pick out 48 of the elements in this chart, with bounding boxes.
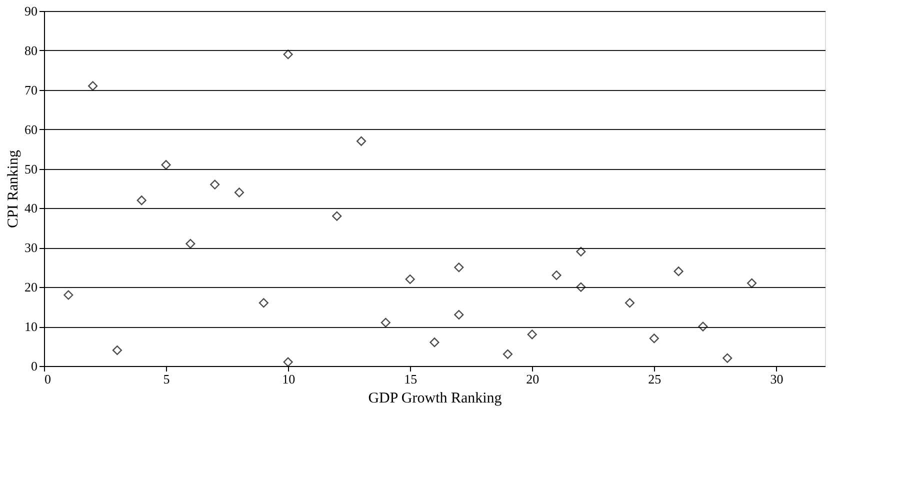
point	[502, 349, 512, 359]
point	[332, 211, 342, 221]
point	[210, 180, 220, 190]
point	[576, 282, 586, 292]
y-tick-label: 90	[24, 4, 38, 18]
point	[454, 262, 464, 272]
point	[161, 160, 171, 170]
point	[674, 266, 684, 276]
x-tick-label: 25	[648, 372, 662, 386]
y-tick-label: 10	[24, 319, 38, 334]
y-axis-title: CPI Ranking	[6, 150, 22, 228]
y-tick-label: 40	[24, 200, 38, 216]
y-tick-label: 30	[24, 240, 38, 256]
y-tick-label: 70	[24, 82, 38, 98]
point	[283, 357, 293, 367]
point	[698, 322, 708, 332]
point	[88, 81, 98, 91]
point	[283, 50, 293, 60]
point	[64, 290, 74, 300]
point	[430, 338, 440, 348]
y-tick-label: 0	[31, 358, 38, 374]
x-tick-label: 30	[770, 372, 784, 386]
point	[380, 318, 390, 328]
point	[405, 274, 415, 284]
x-axis-title: GDP Growth Ranking	[368, 390, 502, 406]
y-tick-label: 20	[24, 280, 38, 295]
point	[186, 238, 196, 249]
x-tick-label: 10	[282, 372, 296, 386]
x-tick-label: 5	[163, 372, 170, 386]
point	[234, 188, 244, 198]
point	[136, 196, 146, 206]
point	[552, 270, 562, 280]
y-tick-label: 80	[24, 42, 38, 58]
point	[747, 278, 757, 288]
point	[527, 330, 537, 340]
point	[112, 345, 122, 356]
x-tick-label: 0	[44, 372, 51, 386]
x-tick-label: 15	[404, 372, 418, 386]
point	[454, 310, 464, 320]
point	[356, 136, 366, 146]
point	[576, 246, 586, 256]
point	[258, 298, 268, 308]
y-tick-label: 50	[24, 161, 38, 176]
y-tick-label: 60	[24, 122, 38, 137]
x-tick-label: 20	[526, 372, 540, 386]
point	[649, 334, 659, 344]
point	[624, 298, 635, 308]
point	[722, 353, 732, 363]
